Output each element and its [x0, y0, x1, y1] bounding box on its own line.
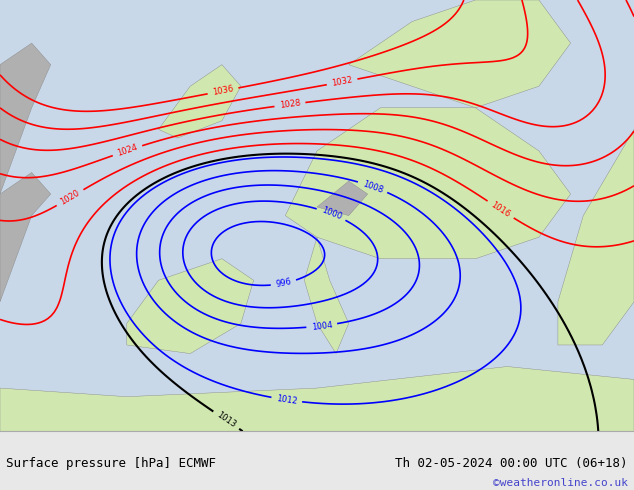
Polygon shape: [304, 237, 349, 354]
Polygon shape: [317, 181, 368, 216]
Text: 1024: 1024: [116, 143, 139, 158]
Text: 1028: 1028: [279, 98, 301, 110]
Polygon shape: [0, 172, 51, 302]
Text: Surface pressure [hPa] ECMWF: Surface pressure [hPa] ECMWF: [6, 457, 216, 469]
Text: 1008: 1008: [361, 179, 384, 195]
Text: 1000: 1000: [320, 206, 343, 222]
Polygon shape: [558, 129, 634, 345]
Polygon shape: [127, 259, 254, 354]
Text: ©weatheronline.co.uk: ©weatheronline.co.uk: [493, 478, 628, 488]
Text: Th 02-05-2024 00:00 UTC (06+18): Th 02-05-2024 00:00 UTC (06+18): [395, 457, 628, 469]
Text: 1004: 1004: [311, 320, 333, 332]
Polygon shape: [0, 367, 634, 431]
Text: 1020: 1020: [59, 189, 81, 207]
Text: 1016: 1016: [489, 200, 512, 219]
Text: 996: 996: [275, 277, 292, 289]
Polygon shape: [158, 65, 241, 138]
Polygon shape: [0, 43, 51, 194]
Text: 1013: 1013: [215, 411, 238, 430]
Text: 1012: 1012: [276, 394, 298, 406]
Text: 1036: 1036: [212, 84, 235, 98]
Polygon shape: [349, 0, 571, 108]
Polygon shape: [285, 108, 571, 259]
Text: 1032: 1032: [331, 75, 353, 88]
